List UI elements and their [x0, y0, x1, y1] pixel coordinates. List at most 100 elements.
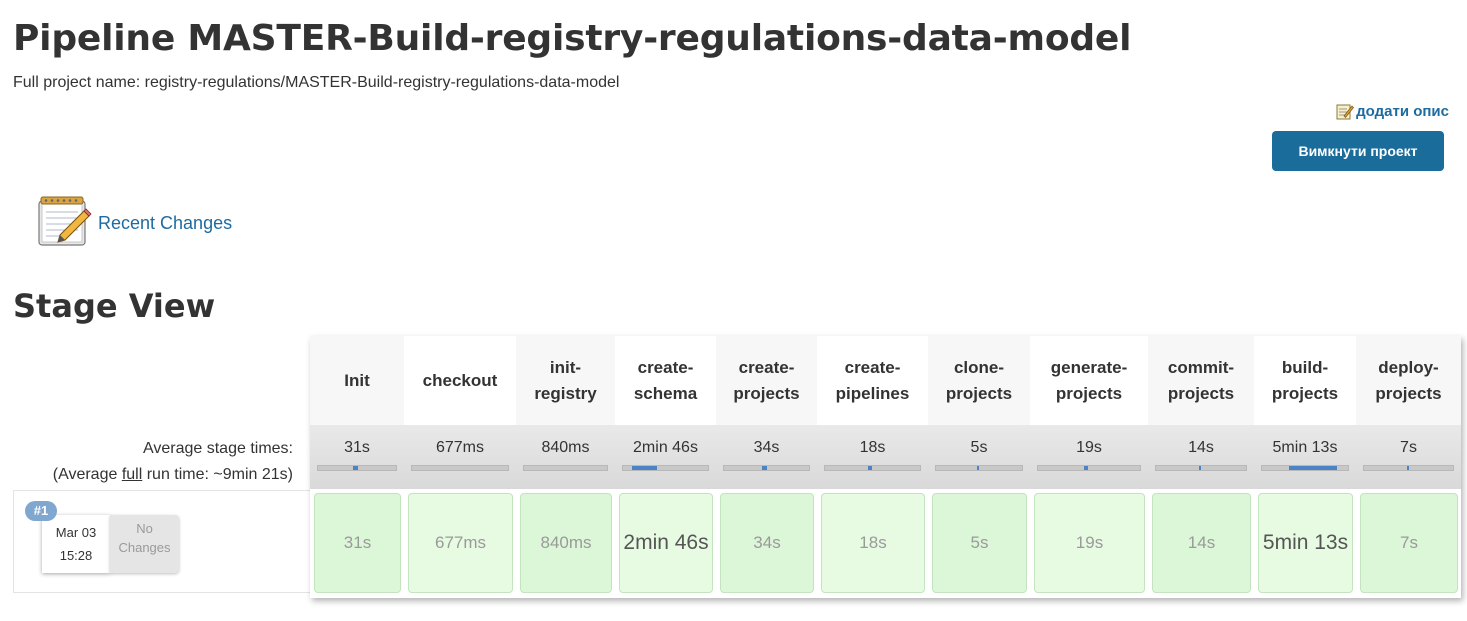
- stage-result-cell[interactable]: 34s: [720, 493, 814, 593]
- average-stage-times-text: Average stage times:: [142, 440, 293, 457]
- recent-changes-link[interactable]: Recent Changes: [36, 193, 232, 254]
- stage-column: create-schema 2min 46s 2min 46s: [615, 336, 716, 598]
- stage-result-cell[interactable]: 2min 46s: [619, 493, 713, 593]
- stage-progress-tick: [563, 466, 566, 470]
- recent-changes-label: Recent Changes: [98, 213, 233, 233]
- average-suffix: run time: ~9min 21s): [142, 466, 293, 483]
- stage-average: 5min 13s: [1254, 425, 1356, 489]
- stage-name-line1: create-: [844, 357, 901, 377]
- stage-progress-tick: [458, 466, 461, 470]
- stage-average: 677ms: [404, 425, 516, 489]
- stage-average-time: 5min 13s: [1272, 439, 1338, 456]
- stage-name-line2: projects: [1055, 383, 1123, 403]
- stage-header: deploy-projects: [1356, 336, 1461, 425]
- stage-progress-fill: [762, 466, 768, 470]
- stage-name-line1: clone-: [953, 357, 1005, 377]
- stage-progress-bar: [1037, 465, 1141, 471]
- stage-name-line1: init-: [549, 357, 582, 377]
- stage-header: commit-projects: [1148, 336, 1254, 425]
- stage-column: init-registry 840ms 840ms: [516, 336, 615, 598]
- page-title: Pipeline MASTER-Build-registry-regulatio…: [13, 18, 1132, 59]
- stage-name-line1: build-: [1281, 357, 1329, 377]
- stage-progress-tick: [1199, 466, 1202, 470]
- stage-header: create-pipelines: [817, 336, 928, 425]
- average-prefix: (Average: [52, 466, 122, 483]
- build-date: Mar 03: [55, 525, 97, 540]
- stage-name-line2: projects: [733, 383, 800, 403]
- build-date-card[interactable]: Mar 03 15:28: [42, 515, 110, 573]
- stage-name-line2: projects: [1375, 383, 1442, 403]
- note-edit-icon: [1336, 102, 1355, 120]
- stage-name-line1: Init: [344, 370, 370, 390]
- stage-progress-bar: [824, 465, 921, 471]
- stage-average-time: 14s: [1188, 439, 1214, 456]
- stage-name-line2: projects: [945, 383, 1013, 403]
- stage-column: Init 31s 31s: [310, 336, 404, 598]
- stage-average: 14s: [1148, 425, 1254, 489]
- stage-average-time: 5s: [970, 439, 988, 456]
- stage-name-line1: create-: [738, 357, 795, 377]
- build-run-panel: #1 Mar 03 15:28 No Changes: [13, 490, 310, 593]
- stage-result-cell[interactable]: 7s: [1360, 493, 1458, 593]
- stage-progress-bar: [935, 465, 1023, 471]
- stage-view-heading: Stage View: [13, 287, 216, 325]
- stage-average-time: 18s: [859, 439, 886, 456]
- stage-average: 7s: [1356, 425, 1461, 489]
- full-project-name: Full project name: registry-regulations/…: [13, 74, 620, 91]
- stage-result-cell[interactable]: 31s: [314, 493, 401, 593]
- stage-name-line2: projects: [1167, 383, 1235, 403]
- add-description-label: додати опис: [1356, 102, 1449, 120]
- stage-header: create-schema: [615, 336, 716, 425]
- stage-average: 2min 46s: [615, 425, 716, 489]
- stage-average-time: 677ms: [435, 439, 485, 456]
- stage-progress-tick: [1406, 466, 1409, 470]
- stage-progress-bar: [317, 465, 397, 471]
- stage-progress-tick: [977, 466, 980, 470]
- stage-header: Init: [310, 336, 404, 425]
- stage-result-cell[interactable]: 19s: [1034, 493, 1145, 593]
- add-description-link[interactable]: додати опис: [1336, 102, 1449, 120]
- stage-name-line2: pipelines: [835, 383, 910, 403]
- stage-header: generate-projects: [1030, 336, 1148, 425]
- stage-name-line1: generate-: [1050, 357, 1128, 377]
- stage-average: 5s: [928, 425, 1030, 489]
- no-changes-line2: Changes: [118, 540, 171, 555]
- stage-result-cell[interactable]: 14s: [1152, 493, 1251, 593]
- stage-result-cell[interactable]: 840ms: [520, 493, 612, 593]
- stage-column: build-projects 5min 13s 5min 13s: [1254, 336, 1356, 598]
- stage-name-line1: commit-: [1167, 357, 1235, 377]
- stage-average-time: 7s: [1400, 439, 1417, 456]
- stage-progress-bar: [523, 465, 608, 471]
- full-run-link[interactable]: full: [121, 466, 143, 483]
- build-number-badge[interactable]: #1: [25, 501, 57, 521]
- stage-result-cell[interactable]: 5s: [932, 493, 1027, 593]
- stage-header: build-projects: [1254, 336, 1356, 425]
- stage-column: create-projects 34s 34s: [716, 336, 817, 598]
- stage-progress-fill: [1083, 466, 1088, 470]
- stage-column: commit-projects 14s 14s: [1148, 336, 1254, 598]
- stage-header: checkout: [404, 336, 516, 425]
- average-full-run-time: (Average full run time: ~9min 21s): [53, 462, 293, 488]
- stage-result-cell[interactable]: 18s: [821, 493, 925, 593]
- stage-column: generate-projects 19s 19s: [1030, 336, 1148, 598]
- stage-average: 34s: [716, 425, 817, 489]
- stage-result-cell[interactable]: 5min 13s: [1258, 493, 1353, 593]
- notepad-pencil-icon: [36, 193, 92, 254]
- stage-average: 19s: [1030, 425, 1148, 489]
- stage-name-line1: deploy-: [1378, 357, 1439, 377]
- stage-average-time: 34s: [753, 439, 780, 456]
- stage-name-line2: projects: [1271, 383, 1339, 403]
- disable-project-button[interactable]: Вимкнути проект: [1272, 131, 1444, 171]
- stage-average-time: 19s: [1076, 439, 1102, 456]
- stage-header: clone-projects: [928, 336, 1030, 425]
- stage-column: create-pipelines 18s 18s: [817, 336, 928, 598]
- stage-progress-bar: [1363, 465, 1454, 471]
- stage-progress-fill: [1289, 466, 1338, 470]
- stage-progress-fill: [631, 466, 657, 470]
- stage-name-line2: registry: [534, 383, 597, 403]
- stage-header: init-registry: [516, 336, 615, 425]
- stage-result-cell[interactable]: 677ms: [408, 493, 513, 593]
- stage-average-time: 2min 46s: [633, 439, 698, 456]
- stage-progress-bar: [622, 465, 709, 471]
- stage-column: clone-projects 5s 5s: [928, 336, 1030, 598]
